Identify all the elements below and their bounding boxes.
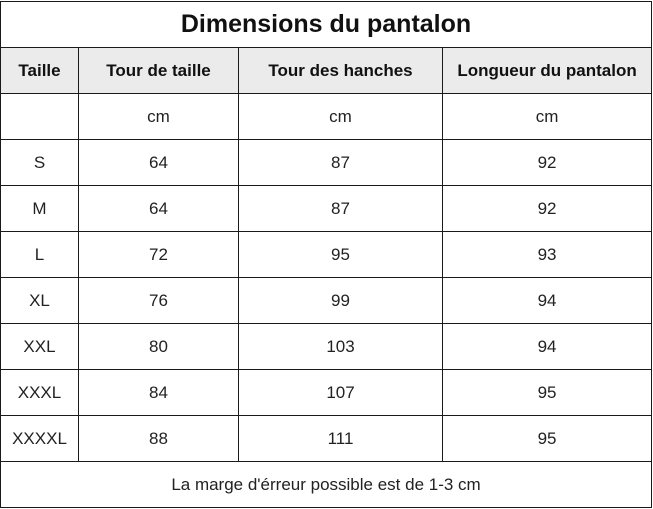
size-cell: XXL	[0, 323, 79, 370]
waist-cell: 72	[78, 231, 239, 278]
table-title: Dimensions du pantalon	[0, 1, 653, 48]
waist-cell: 84	[78, 369, 239, 416]
waist-cell: 64	[78, 185, 239, 232]
unit-row: cm cm cm	[0, 93, 653, 140]
table-row: XXXXL 88 111 95	[0, 415, 653, 462]
length-cell: 95	[441, 369, 653, 416]
size-cell: XXXXL	[0, 415, 79, 462]
hips-cell: 103	[238, 323, 443, 370]
hips-cell: 87	[238, 139, 443, 186]
length-cell: 92	[441, 185, 653, 232]
column-header-hips: Tour des hanches	[238, 47, 443, 94]
length-cell: 94	[441, 323, 653, 370]
hips-cell: 111	[238, 415, 443, 462]
column-header-size: Taille	[0, 47, 79, 94]
size-cell: XL	[0, 277, 79, 324]
waist-cell: 64	[78, 139, 239, 186]
hips-cell: 99	[238, 277, 443, 324]
unit-cell-length: cm	[441, 93, 653, 140]
hips-cell: 107	[238, 369, 443, 416]
table-row: XXL 80 103 94	[0, 323, 653, 370]
length-cell: 93	[441, 231, 653, 278]
title-row: Dimensions du pantalon	[0, 1, 653, 48]
size-cell: XXXL	[0, 369, 79, 416]
footer-row: La marge d'érreur possible est de 1-3 cm	[0, 461, 653, 508]
length-cell: 92	[441, 139, 653, 186]
table-row: L 72 95 93	[0, 231, 653, 278]
column-header-length: Longueur du pantalon	[441, 47, 653, 94]
hips-cell: 87	[238, 185, 443, 232]
size-cell: S	[0, 139, 79, 186]
waist-cell: 88	[78, 415, 239, 462]
table-row: XL 76 99 94	[0, 277, 653, 324]
header-row: Taille Tour de taille Tour des hanches L…	[0, 47, 653, 94]
table-row: M 64 87 92	[0, 185, 653, 232]
waist-cell: 80	[78, 323, 239, 370]
waist-cell: 76	[78, 277, 239, 324]
hips-cell: 95	[238, 231, 443, 278]
size-cell: L	[0, 231, 79, 278]
length-cell: 95	[441, 415, 653, 462]
size-cell: M	[0, 185, 79, 232]
error-margin-note: La marge d'érreur possible est de 1-3 cm	[0, 461, 653, 508]
table-row: S 64 87 92	[0, 139, 653, 186]
unit-cell-waist: cm	[78, 93, 239, 140]
length-cell: 94	[441, 277, 653, 324]
table-row: XXXL 84 107 95	[0, 369, 653, 416]
unit-cell-size	[0, 93, 79, 140]
unit-cell-hips: cm	[238, 93, 443, 140]
column-header-waist: Tour de taille	[78, 47, 239, 94]
